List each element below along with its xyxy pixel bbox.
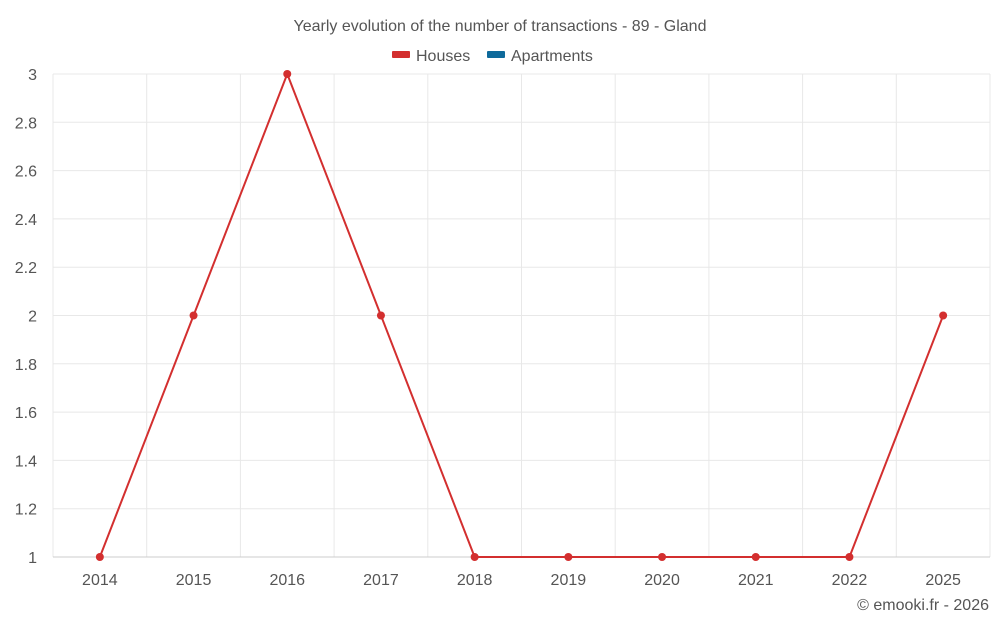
series-line-houses	[98, 73, 945, 558]
legend-label-houses: Houses	[416, 48, 470, 65]
legend-label-apartments: Apartments	[511, 48, 593, 65]
data-point-houses[interactable]	[939, 311, 948, 320]
legend: Houses Apartments	[392, 48, 593, 65]
y-tick-label: 1.6	[15, 405, 37, 422]
data-point-houses[interactable]	[564, 553, 573, 561]
grid	[52, 73, 991, 557]
data-point-houses[interactable]	[95, 553, 104, 561]
data-point-houses[interactable]	[845, 553, 854, 561]
data-point-houses[interactable]	[658, 553, 667, 561]
y-axis-ticks: 1 1.2 1.4 1.6 1.8 2 2.2 2.4 2.6 2.8 3	[15, 67, 37, 567]
x-tick-label: 2022	[832, 572, 868, 589]
y-tick-label: 1.2	[15, 502, 37, 519]
data-point-houses[interactable]	[283, 70, 292, 78]
x-tick-label: 2021	[738, 572, 774, 589]
legend-swatch-houses	[392, 51, 410, 58]
x-axis-ticks: 2014 2015 2016 2017 2018 2019 2020 2021 2022 2025	[82, 572, 961, 589]
y-tick-label: 2.8	[15, 115, 37, 132]
y-tick-label: 2.4	[15, 212, 37, 229]
x-tick-label: 2018	[457, 572, 493, 589]
legend-swatch-apartments	[487, 51, 505, 58]
y-tick-label: 3	[28, 67, 37, 84]
legend-item-apartments[interactable]: Apartments	[487, 48, 593, 65]
series-points	[95, 70, 948, 561]
credit-text: © emooki.fr - 2026	[857, 597, 989, 614]
y-tick-label: 2.6	[15, 164, 37, 181]
data-point-houses[interactable]	[751, 553, 760, 561]
y-tick-label: 1.4	[15, 453, 37, 470]
x-tick-label: 2020	[644, 572, 680, 589]
data-point-houses[interactable]	[189, 311, 198, 320]
legend-item-houses[interactable]: Houses	[392, 48, 470, 65]
y-tick-label: 1.8	[15, 357, 37, 374]
x-tick-label: 2015	[176, 572, 212, 589]
x-tick-label: 2016	[269, 572, 305, 589]
x-tick-label: 2025	[925, 572, 961, 589]
data-point-houses[interactable]	[376, 311, 385, 320]
series-lines	[98, 73, 945, 558]
x-tick-label: 2017	[363, 572, 399, 589]
y-tick-label: 1	[28, 550, 37, 567]
chart-title: Yearly evolution of the number of transa…	[294, 18, 707, 35]
x-tick-label: 2019	[551, 572, 587, 589]
data-point-houses[interactable]	[470, 553, 479, 561]
y-tick-label: 2.2	[15, 260, 37, 277]
x-tick-label: 2014	[82, 572, 118, 589]
y-tick-label: 2	[28, 309, 37, 326]
